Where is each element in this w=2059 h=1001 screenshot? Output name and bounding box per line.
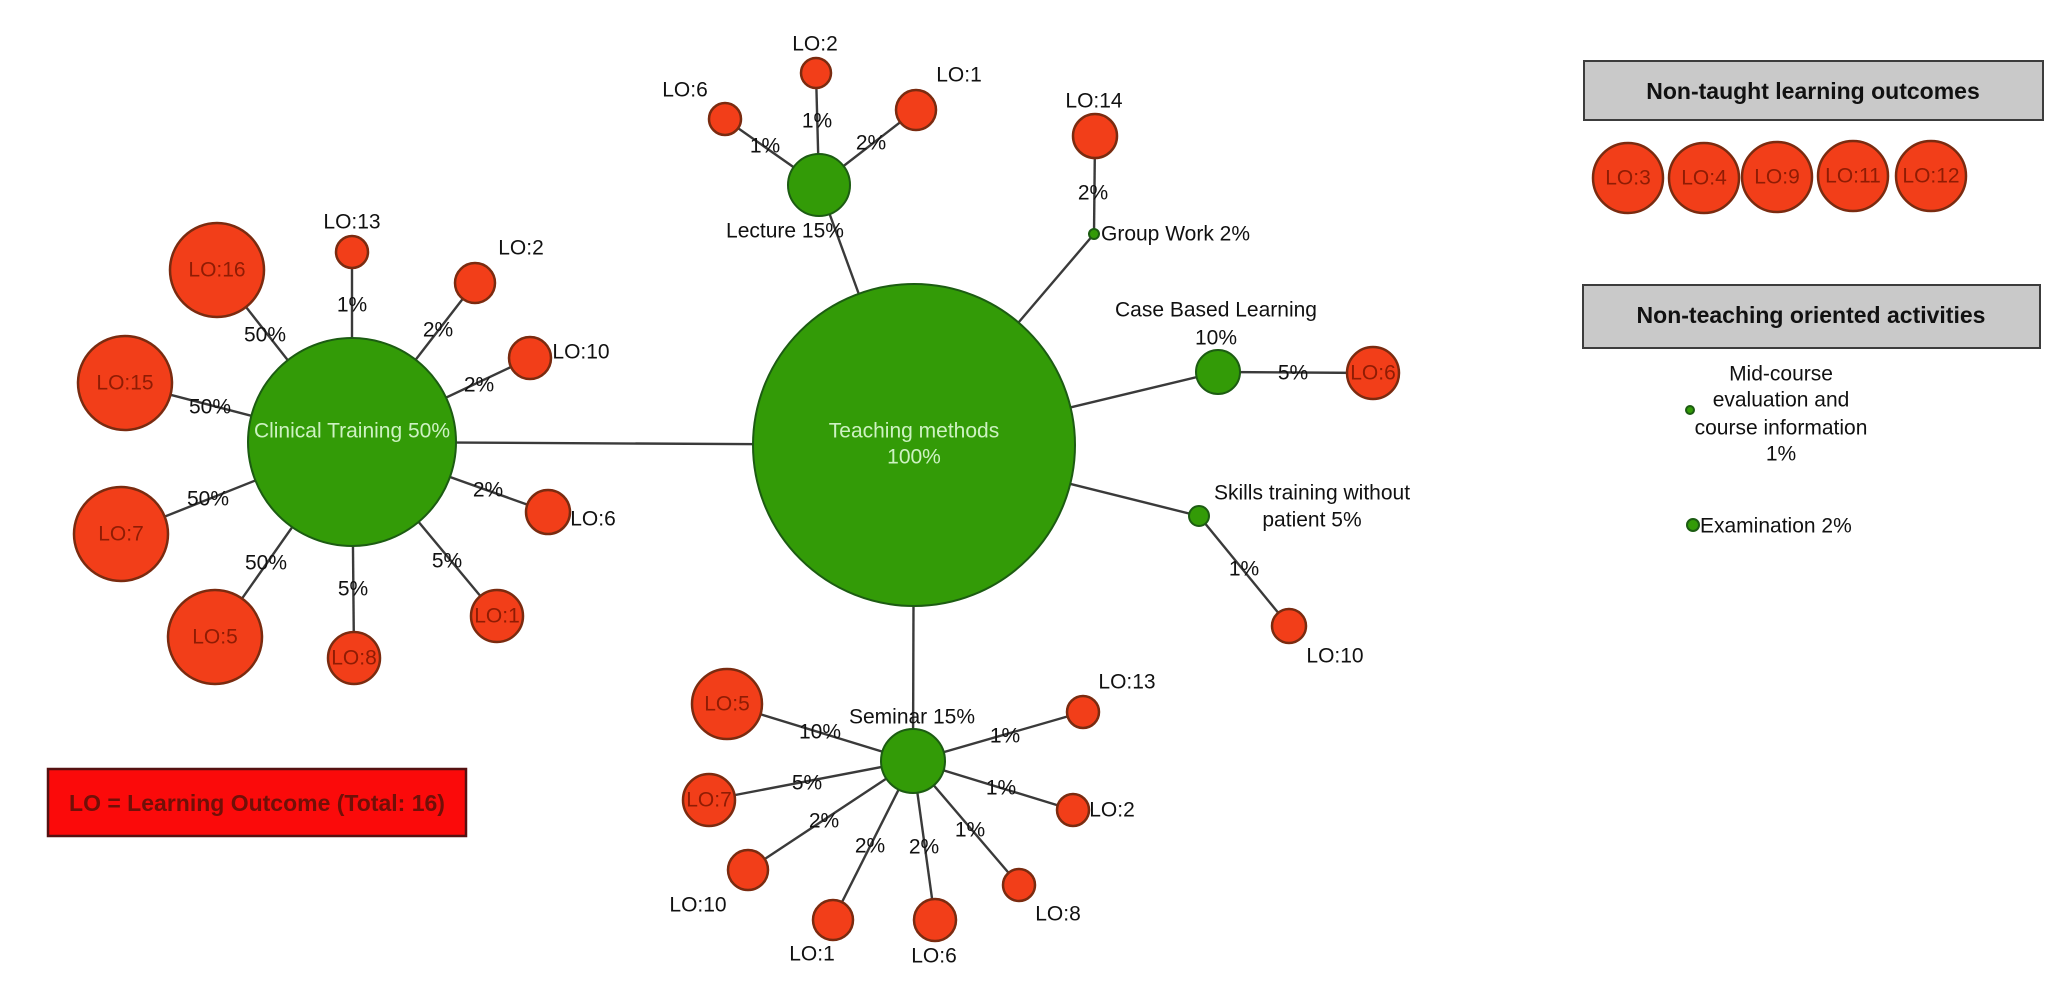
svg-text:LO:1: LO:1 [474, 605, 520, 628]
svg-text:LO:6: LO:6 [662, 79, 708, 102]
svg-text:100%: 100% [887, 446, 941, 469]
svg-text:1%: 1% [990, 725, 1020, 748]
svg-text:2%: 2% [909, 836, 939, 859]
svg-text:patient 5%: patient 5% [1262, 509, 1361, 532]
svg-text:5%: 5% [792, 772, 822, 795]
svg-text:1%: 1% [986, 777, 1016, 800]
svg-text:2%: 2% [473, 479, 503, 502]
svg-text:LO:10: LO:10 [552, 341, 609, 364]
svg-text:LO:13: LO:13 [323, 211, 380, 234]
svg-text:50%: 50% [189, 396, 231, 419]
svg-text:10%: 10% [1195, 327, 1237, 350]
svg-text:LO:5: LO:5 [192, 626, 238, 649]
svg-text:1%: 1% [750, 135, 780, 158]
svg-text:50%: 50% [187, 488, 229, 511]
svg-text:1%: 1% [1229, 558, 1259, 581]
svg-text:2%: 2% [1078, 182, 1108, 205]
svg-text:LO:9: LO:9 [1754, 166, 1800, 189]
svg-text:LO:2: LO:2 [1089, 799, 1135, 822]
svg-text:LO:1: LO:1 [936, 64, 982, 87]
svg-text:2%: 2% [856, 132, 886, 155]
svg-text:LO:6: LO:6 [1350, 362, 1396, 385]
svg-text:LO:6: LO:6 [911, 945, 957, 968]
svg-text:LO:4: LO:4 [1681, 167, 1727, 190]
svg-text:2%: 2% [855, 835, 885, 858]
svg-text:LO:5: LO:5 [704, 693, 750, 716]
svg-text:2%: 2% [809, 810, 839, 833]
svg-text:LO:7: LO:7 [686, 789, 732, 812]
svg-text:Seminar 15%: Seminar 15% [849, 706, 975, 729]
svg-text:LO:16: LO:16 [188, 259, 245, 282]
svg-text:5%: 5% [1278, 362, 1308, 385]
svg-text:LO:10: LO:10 [669, 894, 726, 917]
svg-text:LO:13: LO:13 [1098, 671, 1155, 694]
svg-text:LO:14: LO:14 [1065, 90, 1123, 113]
svg-text:LO = Learning Outcome (Total:: LO = Learning Outcome (Total: 16) [69, 790, 445, 816]
svg-text:LO:2: LO:2 [792, 33, 838, 56]
svg-text:50%: 50% [245, 552, 287, 575]
svg-text:Mid-course: Mid-course [1729, 363, 1833, 386]
svg-text:1%: 1% [802, 110, 832, 133]
svg-text:Teaching methods: Teaching methods [829, 420, 999, 443]
svg-text:LO:11: LO:11 [1825, 165, 1881, 188]
svg-text:LO:12: LO:12 [1902, 165, 1959, 188]
svg-text:evaluation and: evaluation and [1713, 389, 1850, 412]
svg-text:LO:3: LO:3 [1605, 167, 1651, 190]
svg-text:Clinical Training 50%: Clinical Training 50% [254, 420, 450, 443]
svg-text:LO:10: LO:10 [1306, 645, 1363, 668]
svg-text:10%: 10% [799, 721, 841, 744]
svg-text:LO:2: LO:2 [498, 237, 544, 260]
svg-text:Group Work 2%: Group Work 2% [1101, 223, 1250, 246]
svg-text:LO:1: LO:1 [789, 943, 835, 966]
svg-text:5%: 5% [338, 578, 368, 601]
svg-text:LO:8: LO:8 [1035, 903, 1081, 926]
svg-text:course information: course information [1695, 417, 1868, 440]
svg-text:Examination 2%: Examination 2% [1700, 515, 1852, 538]
svg-text:LO:7: LO:7 [98, 523, 144, 546]
svg-text:Skills training without: Skills training without [1214, 482, 1410, 505]
svg-text:Lecture 15%: Lecture 15% [726, 220, 844, 243]
svg-text:Non-teaching oriented activiti: Non-teaching oriented activities [1637, 302, 1986, 328]
svg-text:LO:8: LO:8 [331, 647, 377, 670]
svg-text:1%: 1% [337, 294, 367, 317]
svg-text:LO:6: LO:6 [570, 508, 616, 531]
svg-text:50%: 50% [244, 324, 286, 347]
svg-text:2%: 2% [423, 319, 453, 342]
svg-text:1%: 1% [955, 819, 985, 842]
svg-text:Case Based Learning: Case Based Learning [1115, 299, 1317, 322]
svg-text:LO:15: LO:15 [96, 372, 153, 395]
svg-text:5%: 5% [432, 550, 462, 573]
svg-text:1%: 1% [1766, 443, 1796, 466]
svg-text:Non-taught learning outcomes: Non-taught learning outcomes [1646, 78, 1980, 104]
svg-text:2%: 2% [464, 374, 494, 397]
